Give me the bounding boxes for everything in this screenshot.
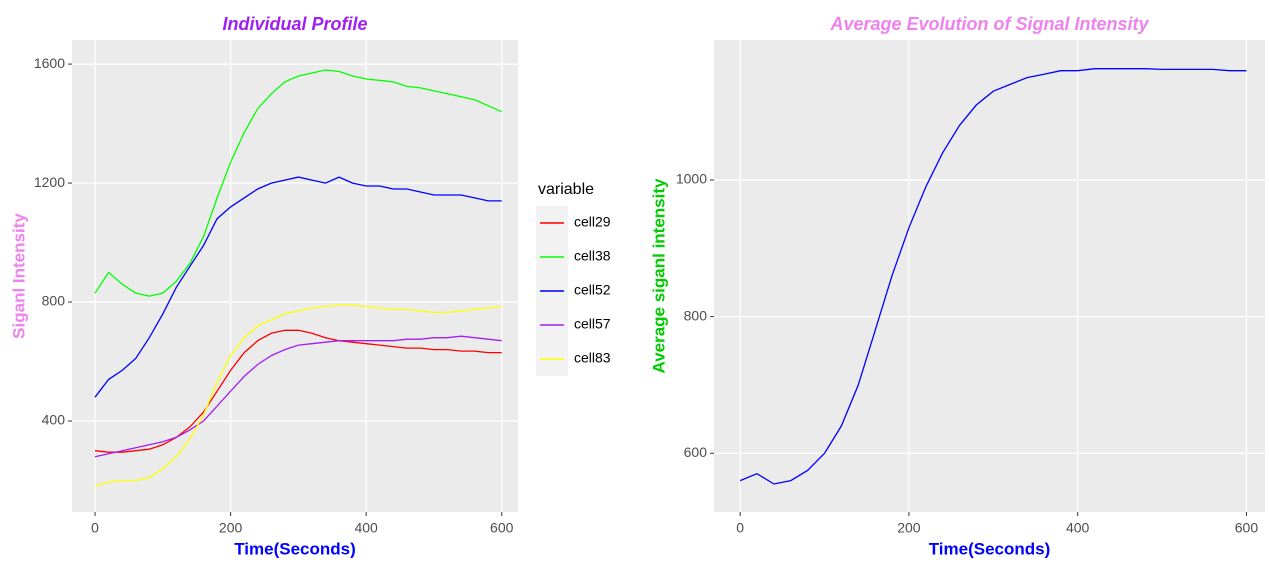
y-axis-label: Average siganl intensity <box>649 178 668 373</box>
data-line <box>94 329 502 453</box>
x-tick-label: 200 <box>897 520 921 536</box>
legend-label: cell29 <box>574 214 611 230</box>
y-tick-label: 800 <box>684 307 708 323</box>
x-axis-label: Time(Seconds) <box>234 539 356 558</box>
y-tick-label: 1200 <box>34 174 65 190</box>
x-tick-label: 400 <box>1066 520 1090 536</box>
plot-panel <box>72 40 518 512</box>
x-tick-label: 200 <box>219 520 243 536</box>
y-tick-label: 1000 <box>676 171 707 187</box>
chart-title: Individual Profile <box>222 14 367 34</box>
legend-label: cell38 <box>574 248 611 264</box>
plot-panel <box>714 40 1265 512</box>
data-line <box>94 304 502 488</box>
legend-label: cell52 <box>574 282 611 298</box>
y-tick-label: 600 <box>684 444 708 460</box>
data-line <box>94 176 502 398</box>
x-tick-label: 0 <box>91 520 99 536</box>
data-line <box>94 69 502 297</box>
x-axis-label: Time(Seconds) <box>929 539 1051 558</box>
y-axis-label: Siganl Intensity <box>9 213 28 339</box>
x-tick-label: 0 <box>736 520 744 536</box>
x-tick-label: 600 <box>490 520 514 536</box>
data-line <box>94 335 502 458</box>
legend-title: variable <box>538 181 594 198</box>
y-tick-label: 1600 <box>34 55 65 71</box>
legend-label: cell83 <box>574 350 611 366</box>
y-tick-label: 400 <box>42 412 66 428</box>
chart-title: Average Evolution of Signal Intensity <box>829 14 1149 34</box>
x-tick-label: 600 <box>1235 520 1259 536</box>
data-line <box>739 68 1247 485</box>
legend-label: cell57 <box>574 316 611 332</box>
x-tick-label: 400 <box>354 520 378 536</box>
y-tick-label: 800 <box>42 293 66 309</box>
